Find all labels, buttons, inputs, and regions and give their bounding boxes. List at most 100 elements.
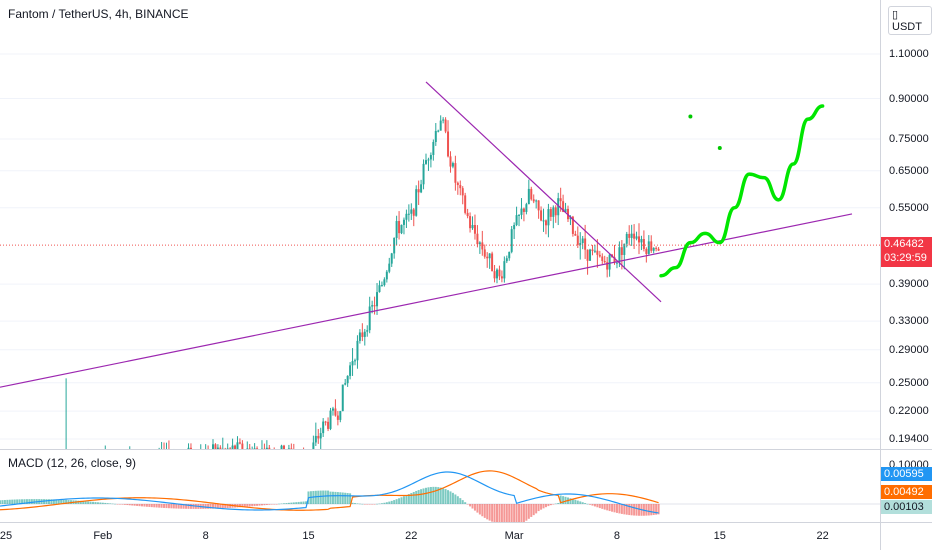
macd-hist-bar bbox=[532, 504, 535, 516]
currency-label: USDT bbox=[892, 21, 922, 33]
macd-hist-bar bbox=[268, 504, 271, 505]
macd-hist-bar bbox=[363, 504, 366, 505]
macd-hist-bar bbox=[148, 504, 151, 507]
macd-hist-bar bbox=[447, 490, 450, 504]
macd-hist-bar bbox=[454, 494, 457, 504]
candle-body bbox=[638, 236, 640, 243]
macd-hist-bar bbox=[150, 504, 153, 508]
macd-hist-bar bbox=[138, 504, 141, 507]
macd-hist-bar bbox=[378, 503, 381, 505]
macd-hist-bar bbox=[562, 496, 565, 504]
macd-hist-bar bbox=[341, 492, 344, 504]
candle-body bbox=[189, 447, 192, 449]
symbol-title[interactable]: Fantom / TetherUS, 4h, BINANCE bbox=[8, 7, 189, 21]
macd-hist-bar bbox=[280, 503, 283, 505]
candle-body bbox=[613, 257, 616, 263]
candle-body bbox=[420, 184, 423, 193]
macd-hist-bar bbox=[613, 504, 616, 513]
candle-body bbox=[496, 269, 498, 279]
macd-hist-bar bbox=[373, 504, 376, 505]
time-tick-label: 8 bbox=[202, 530, 209, 542]
candle-body bbox=[256, 448, 259, 449]
candle-body bbox=[589, 249, 592, 261]
macd-hist-bar bbox=[292, 502, 295, 504]
macd-hist-bar bbox=[361, 503, 364, 505]
candle-body bbox=[559, 198, 562, 202]
macd-hist-bar bbox=[491, 504, 494, 522]
macd-hist-bar bbox=[104, 502, 107, 504]
macd-hist-bar bbox=[351, 502, 354, 504]
macd-hist-bar bbox=[50, 499, 53, 504]
price-axis[interactable]: 1.10000 0.90000 0.75000 0.65000 0.55000 0.390… bbox=[881, 0, 932, 522]
macd-hist-bar bbox=[28, 499, 31, 504]
candle-body bbox=[363, 331, 366, 337]
candle-body bbox=[344, 383, 347, 385]
macd-hist-bar bbox=[407, 494, 410, 504]
macd-legend[interactable]: MACD (12, 26, close, 9) bbox=[8, 456, 137, 470]
time-axis-border bbox=[0, 522, 932, 523]
macd-hist-bar bbox=[515, 504, 518, 522]
macd-hist-bar bbox=[579, 501, 582, 504]
candle-body bbox=[520, 208, 523, 215]
macd-hist-bar bbox=[224, 504, 227, 509]
macd-hist-bar bbox=[302, 501, 305, 504]
candle-body bbox=[219, 447, 222, 449]
macd-hist-bar bbox=[175, 504, 178, 509]
candle-body bbox=[603, 260, 606, 263]
candle-body bbox=[354, 360, 356, 362]
macd-hist-bar bbox=[628, 504, 631, 516]
macd-hist-bar bbox=[8, 499, 11, 504]
macd-hist-bar bbox=[464, 502, 467, 504]
macd-hist-bar bbox=[358, 503, 361, 505]
macd-hist-bar bbox=[331, 491, 334, 504]
candle-body bbox=[366, 330, 369, 332]
candle-body bbox=[376, 292, 379, 307]
candles bbox=[65, 115, 660, 449]
price-chart[interactable] bbox=[0, 0, 880, 449]
macd-hist-bar bbox=[412, 491, 415, 504]
macd-hist-bar bbox=[116, 504, 119, 505]
pane-separator[interactable] bbox=[0, 449, 932, 450]
candle-body bbox=[268, 447, 271, 449]
currency-selector[interactable]: ▯ USDT bbox=[888, 6, 932, 35]
macd-hist-bar bbox=[371, 504, 374, 505]
candle-body bbox=[532, 199, 535, 202]
candle-body bbox=[317, 435, 320, 439]
macd-chart-canvas[interactable] bbox=[0, 450, 880, 522]
macd-hist-bar bbox=[185, 504, 188, 509]
macd-hist-bar bbox=[598, 504, 601, 509]
candle-body bbox=[522, 208, 525, 212]
macd-hist-bar bbox=[473, 504, 476, 511]
macd-hist-bar bbox=[574, 499, 577, 504]
macd-hist-bar bbox=[635, 504, 638, 516]
candle-body bbox=[434, 130, 437, 142]
time-tick-label: 15 bbox=[713, 530, 726, 542]
candle-body bbox=[287, 448, 290, 449]
trendline-support bbox=[0, 213, 853, 388]
macd-hist-bar bbox=[471, 504, 474, 509]
candle-body bbox=[513, 224, 516, 230]
macd-hist-bar bbox=[189, 504, 192, 509]
macd-hist-bar bbox=[0, 500, 1, 504]
candle-body bbox=[336, 415, 339, 420]
current-price-value: 0.46482 bbox=[884, 238, 924, 250]
price-chart-canvas[interactable] bbox=[0, 0, 880, 449]
macd-hist-bar bbox=[6, 499, 9, 504]
candle-body bbox=[361, 332, 364, 337]
macd-hist-bar bbox=[57, 499, 60, 504]
macd-hist-bar bbox=[204, 504, 207, 509]
candle-body bbox=[378, 285, 381, 293]
candle-body bbox=[483, 249, 486, 257]
macd-hist-bar bbox=[603, 504, 606, 510]
macd-pane[interactable] bbox=[0, 450, 880, 522]
macd-hist-bar bbox=[645, 504, 648, 516]
candle-body bbox=[459, 185, 462, 189]
candle-body bbox=[437, 130, 440, 132]
candle-body bbox=[547, 209, 550, 226]
macd-hist-bar bbox=[481, 504, 484, 517]
macd-hist-bar bbox=[1, 500, 4, 504]
candle-body bbox=[425, 160, 427, 164]
macd-hist-bar bbox=[591, 504, 594, 506]
macd-hist-bar bbox=[601, 504, 604, 509]
macd-hist-bar bbox=[527, 504, 530, 519]
